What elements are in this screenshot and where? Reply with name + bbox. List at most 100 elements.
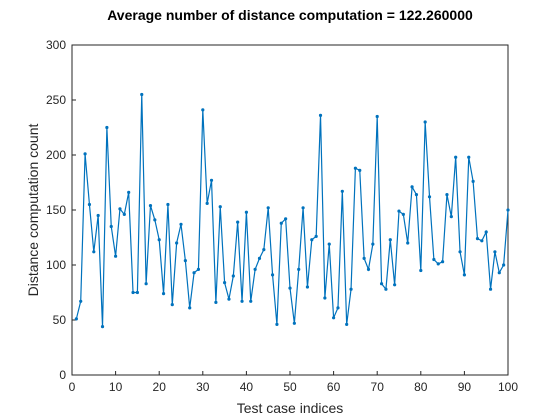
data-point (467, 155, 471, 159)
data-point (323, 296, 327, 300)
data-point (209, 178, 214, 182)
x-tick-label: 30 (196, 380, 210, 394)
y-axis-label: Distance computation count (25, 124, 41, 297)
data-point (379, 282, 384, 286)
data-point (153, 218, 157, 222)
data-point (270, 273, 275, 277)
data-point (414, 193, 419, 197)
x-tick-label: 70 (371, 380, 385, 394)
y-tick-label: 50 (53, 313, 67, 327)
data-point (275, 322, 279, 326)
data-point (100, 325, 105, 329)
data-point (349, 287, 353, 291)
data-point (175, 241, 179, 245)
data-point (170, 303, 174, 307)
data-point (336, 306, 340, 310)
data-point (279, 221, 283, 225)
x-axis-label: Test case indices (237, 400, 344, 416)
x-tick-label: 10 (109, 380, 123, 394)
data-point (183, 259, 187, 263)
data-point (423, 120, 427, 124)
x-tick-label: 90 (458, 380, 472, 394)
data-point (179, 222, 183, 226)
data-point (493, 250, 497, 254)
data-point (114, 254, 118, 258)
data-point (109, 224, 113, 229)
data-point (318, 113, 323, 117)
data-point (201, 108, 205, 112)
data-point (214, 300, 218, 304)
data-point (475, 237, 480, 241)
data-point (297, 267, 301, 271)
data-point (397, 209, 401, 213)
data-point (301, 206, 305, 210)
data-point (340, 189, 344, 193)
plot-area-box (71, 44, 509, 376)
data-point (310, 238, 314, 242)
data-point (305, 285, 310, 289)
data-point (87, 202, 92, 207)
data-point (458, 250, 462, 254)
data-point (244, 210, 248, 214)
x-tick-label: 50 (283, 380, 297, 394)
data-point (436, 262, 440, 266)
data-point (249, 299, 253, 303)
y-tick-label: 250 (46, 93, 66, 107)
data-point (454, 155, 458, 159)
data-point (353, 166, 357, 170)
data-point (253, 267, 257, 271)
data-point (406, 241, 410, 245)
data-point (192, 271, 196, 275)
data-point (144, 282, 148, 286)
data-point (188, 306, 192, 310)
data-point (79, 299, 83, 303)
data-point (480, 239, 484, 243)
data-point (502, 263, 506, 267)
data-point (196, 267, 201, 271)
data-point (314, 234, 318, 238)
data-point (410, 185, 414, 189)
data-point (288, 286, 292, 290)
data-point (327, 242, 331, 246)
data-point (96, 213, 100, 218)
x-axis-ticks: 0 10 20 30 40 50 60 70 80 90 100 (69, 371, 518, 394)
data-point (262, 248, 266, 252)
data-point (371, 242, 375, 246)
data-point (236, 220, 240, 224)
data-point (388, 238, 392, 242)
x-tick-label: 60 (327, 380, 341, 394)
data-point (427, 195, 432, 199)
data-point (74, 317, 78, 321)
x-tick-label: 40 (240, 380, 254, 394)
data-point (441, 260, 445, 264)
data-point (148, 204, 153, 208)
data-point (497, 271, 501, 275)
y-tick-label: 150 (46, 203, 66, 217)
data-point (161, 292, 166, 296)
data-point (345, 322, 349, 326)
data-point (105, 125, 109, 130)
data-point (445, 193, 449, 197)
data-point (223, 281, 227, 285)
data-point (131, 290, 135, 295)
data-point (401, 212, 405, 216)
data-point (218, 205, 222, 209)
series-points (74, 92, 510, 329)
data-point (292, 321, 296, 325)
y-axis-ticks: 0 50 100 150 200 250 300 (46, 38, 76, 382)
data-point (240, 299, 244, 303)
data-point (375, 114, 379, 119)
data-point (140, 92, 144, 97)
data-point (362, 256, 366, 260)
data-point (118, 207, 122, 211)
data-point (122, 212, 126, 216)
y-tick-label: 0 (59, 368, 66, 382)
y-tick-label: 200 (46, 148, 66, 162)
data-point (393, 283, 397, 287)
data-point (92, 250, 96, 254)
x-tick-label: 100 (498, 380, 518, 394)
data-point (488, 287, 493, 291)
chart-title: Average number of distance computation =… (107, 7, 473, 23)
y-tick-label: 100 (46, 258, 66, 272)
